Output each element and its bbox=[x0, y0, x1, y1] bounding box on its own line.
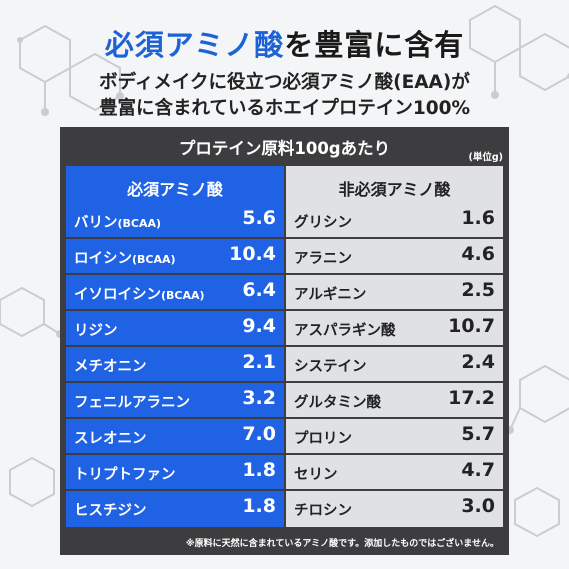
essential-row: ロイシン(BCAA) 10.4 bbox=[66, 242, 284, 270]
row-divider bbox=[286, 453, 503, 455]
nonessential-value: 4.6 bbox=[461, 243, 495, 265]
essential-value: 3.2 bbox=[242, 387, 276, 409]
essential-column: 必須アミノ酸 バリン(BCAA) 5.6 ロイシン(BCAA) 10.4 イソロ… bbox=[66, 166, 284, 527]
nonessential-value: 17.2 bbox=[448, 387, 495, 409]
essential-value: 6.4 bbox=[242, 279, 276, 301]
nonessential-row: グルタミン酸 17.2 bbox=[286, 386, 503, 414]
essential-heading: 必須アミノ酸 bbox=[127, 180, 223, 199]
essential-row: スレオニン 7.0 bbox=[66, 422, 284, 450]
essential-name: スレオニン bbox=[74, 431, 147, 447]
row-divider bbox=[286, 489, 503, 491]
nonessential-value: 3.0 bbox=[461, 495, 495, 517]
nonessential-row: アラニン 4.6 bbox=[286, 242, 503, 270]
row-divider bbox=[66, 489, 284, 491]
nonessential-value: 5.7 bbox=[461, 423, 495, 445]
row-divider bbox=[286, 381, 503, 383]
row-divider bbox=[66, 309, 284, 311]
nonessential-name: システイン bbox=[294, 359, 367, 375]
essential-value: 7.0 bbox=[242, 423, 276, 445]
row-divider bbox=[286, 309, 503, 311]
headline-rest: を豊富に含有 bbox=[284, 28, 465, 62]
essential-name: トリプトファン bbox=[74, 467, 176, 483]
nonessential-row: チロシン 3.0 bbox=[286, 494, 503, 522]
nonessential-name: アスパラギン酸 bbox=[294, 323, 396, 339]
essential-value: 5.6 bbox=[242, 207, 276, 229]
panel-title: プロテイン原料100gあたり bbox=[178, 139, 391, 158]
essential-value: 2.1 bbox=[242, 351, 276, 373]
row-divider bbox=[66, 453, 284, 455]
essential-value: 10.4 bbox=[229, 243, 276, 265]
essential-row: ヒスチジン 1.8 bbox=[66, 494, 284, 522]
nonessential-heading: 非必須アミノ酸 bbox=[338, 180, 451, 199]
nonessential-value: 1.6 bbox=[461, 207, 495, 229]
nonessential-name: チロシン bbox=[294, 503, 352, 519]
nonessential-column: 非必須アミノ酸 グリシン 1.6 アラニン 4.6 アルギニン 2.5 アスパラ… bbox=[286, 166, 503, 527]
nonessential-name: プロリン bbox=[294, 431, 352, 447]
row-divider bbox=[286, 237, 503, 239]
essential-row: イソロイシン(BCAA) 6.4 bbox=[66, 278, 284, 306]
headline: 必須アミノ酸を豊富に含有 bbox=[0, 22, 569, 64]
essential-row: フェニルアラニン 3.2 bbox=[66, 386, 284, 414]
unit-label: (単位g) bbox=[468, 152, 503, 163]
nonessential-row: プロリン 5.7 bbox=[286, 422, 503, 450]
nonessential-name: アラニン bbox=[294, 251, 352, 267]
essential-name: ロイシン(BCAA) bbox=[74, 251, 176, 267]
subheadline-1: ボディメイクに役立つ必須アミノ酸(EAA)が bbox=[99, 72, 470, 93]
essential-value: 9.4 bbox=[242, 315, 276, 337]
essential-name: リジン bbox=[74, 323, 118, 339]
row-divider bbox=[66, 381, 284, 383]
essential-name: メチオニン bbox=[74, 359, 147, 375]
nonessential-row: アルギニン 2.5 bbox=[286, 278, 503, 306]
amino-acid-panel: プロテイン原料100gあたり (単位g) 必須アミノ酸 バリン(BCAA) 5.… bbox=[60, 127, 509, 555]
subheadline-2: 豊富に含まれているホエイプロテイン100% bbox=[98, 98, 471, 119]
essential-row: トリプトファン 1.8 bbox=[66, 458, 284, 486]
nonessential-name: セリン bbox=[294, 467, 338, 483]
nonessential-value: 10.7 bbox=[448, 315, 495, 337]
essential-name: イソロイシン(BCAA) bbox=[74, 287, 205, 303]
nonessential-row: アスパラギン酸 10.7 bbox=[286, 314, 503, 342]
nonessential-row: システイン 2.4 bbox=[286, 350, 503, 378]
row-divider bbox=[286, 417, 503, 419]
nonessential-value: 2.5 bbox=[461, 279, 495, 301]
row-divider bbox=[286, 273, 503, 275]
nonessential-name: グルタミン酸 bbox=[294, 395, 381, 411]
essential-row: バリン(BCAA) 5.6 bbox=[66, 206, 284, 234]
nonessential-row: セリン 4.7 bbox=[286, 458, 503, 486]
row-divider bbox=[66, 237, 284, 239]
essential-row: リジン 9.4 bbox=[66, 314, 284, 342]
nonessential-row: グリシン 1.6 bbox=[286, 206, 503, 234]
essential-name: バリン(BCAA) bbox=[74, 215, 162, 231]
row-divider bbox=[66, 273, 284, 275]
essential-value: 1.8 bbox=[242, 495, 276, 517]
row-divider bbox=[66, 345, 284, 347]
nonessential-value: 4.7 bbox=[461, 459, 495, 481]
row-divider bbox=[66, 417, 284, 419]
row-divider bbox=[286, 345, 503, 347]
essential-row: メチオニン 2.1 bbox=[66, 350, 284, 378]
nonessential-name: アルギニン bbox=[294, 287, 367, 303]
essential-value: 1.8 bbox=[242, 459, 276, 481]
headline-accent: 必須アミノ酸 bbox=[104, 28, 285, 62]
footnote: ※原料に天然に含まれているアミノ酸です。添加したものではございません。 bbox=[185, 539, 499, 549]
nonessential-name: グリシン bbox=[294, 215, 352, 231]
essential-name: ヒスチジン bbox=[74, 503, 147, 519]
nonessential-value: 2.4 bbox=[461, 351, 495, 373]
essential-name: フェニルアラニン bbox=[74, 395, 190, 411]
